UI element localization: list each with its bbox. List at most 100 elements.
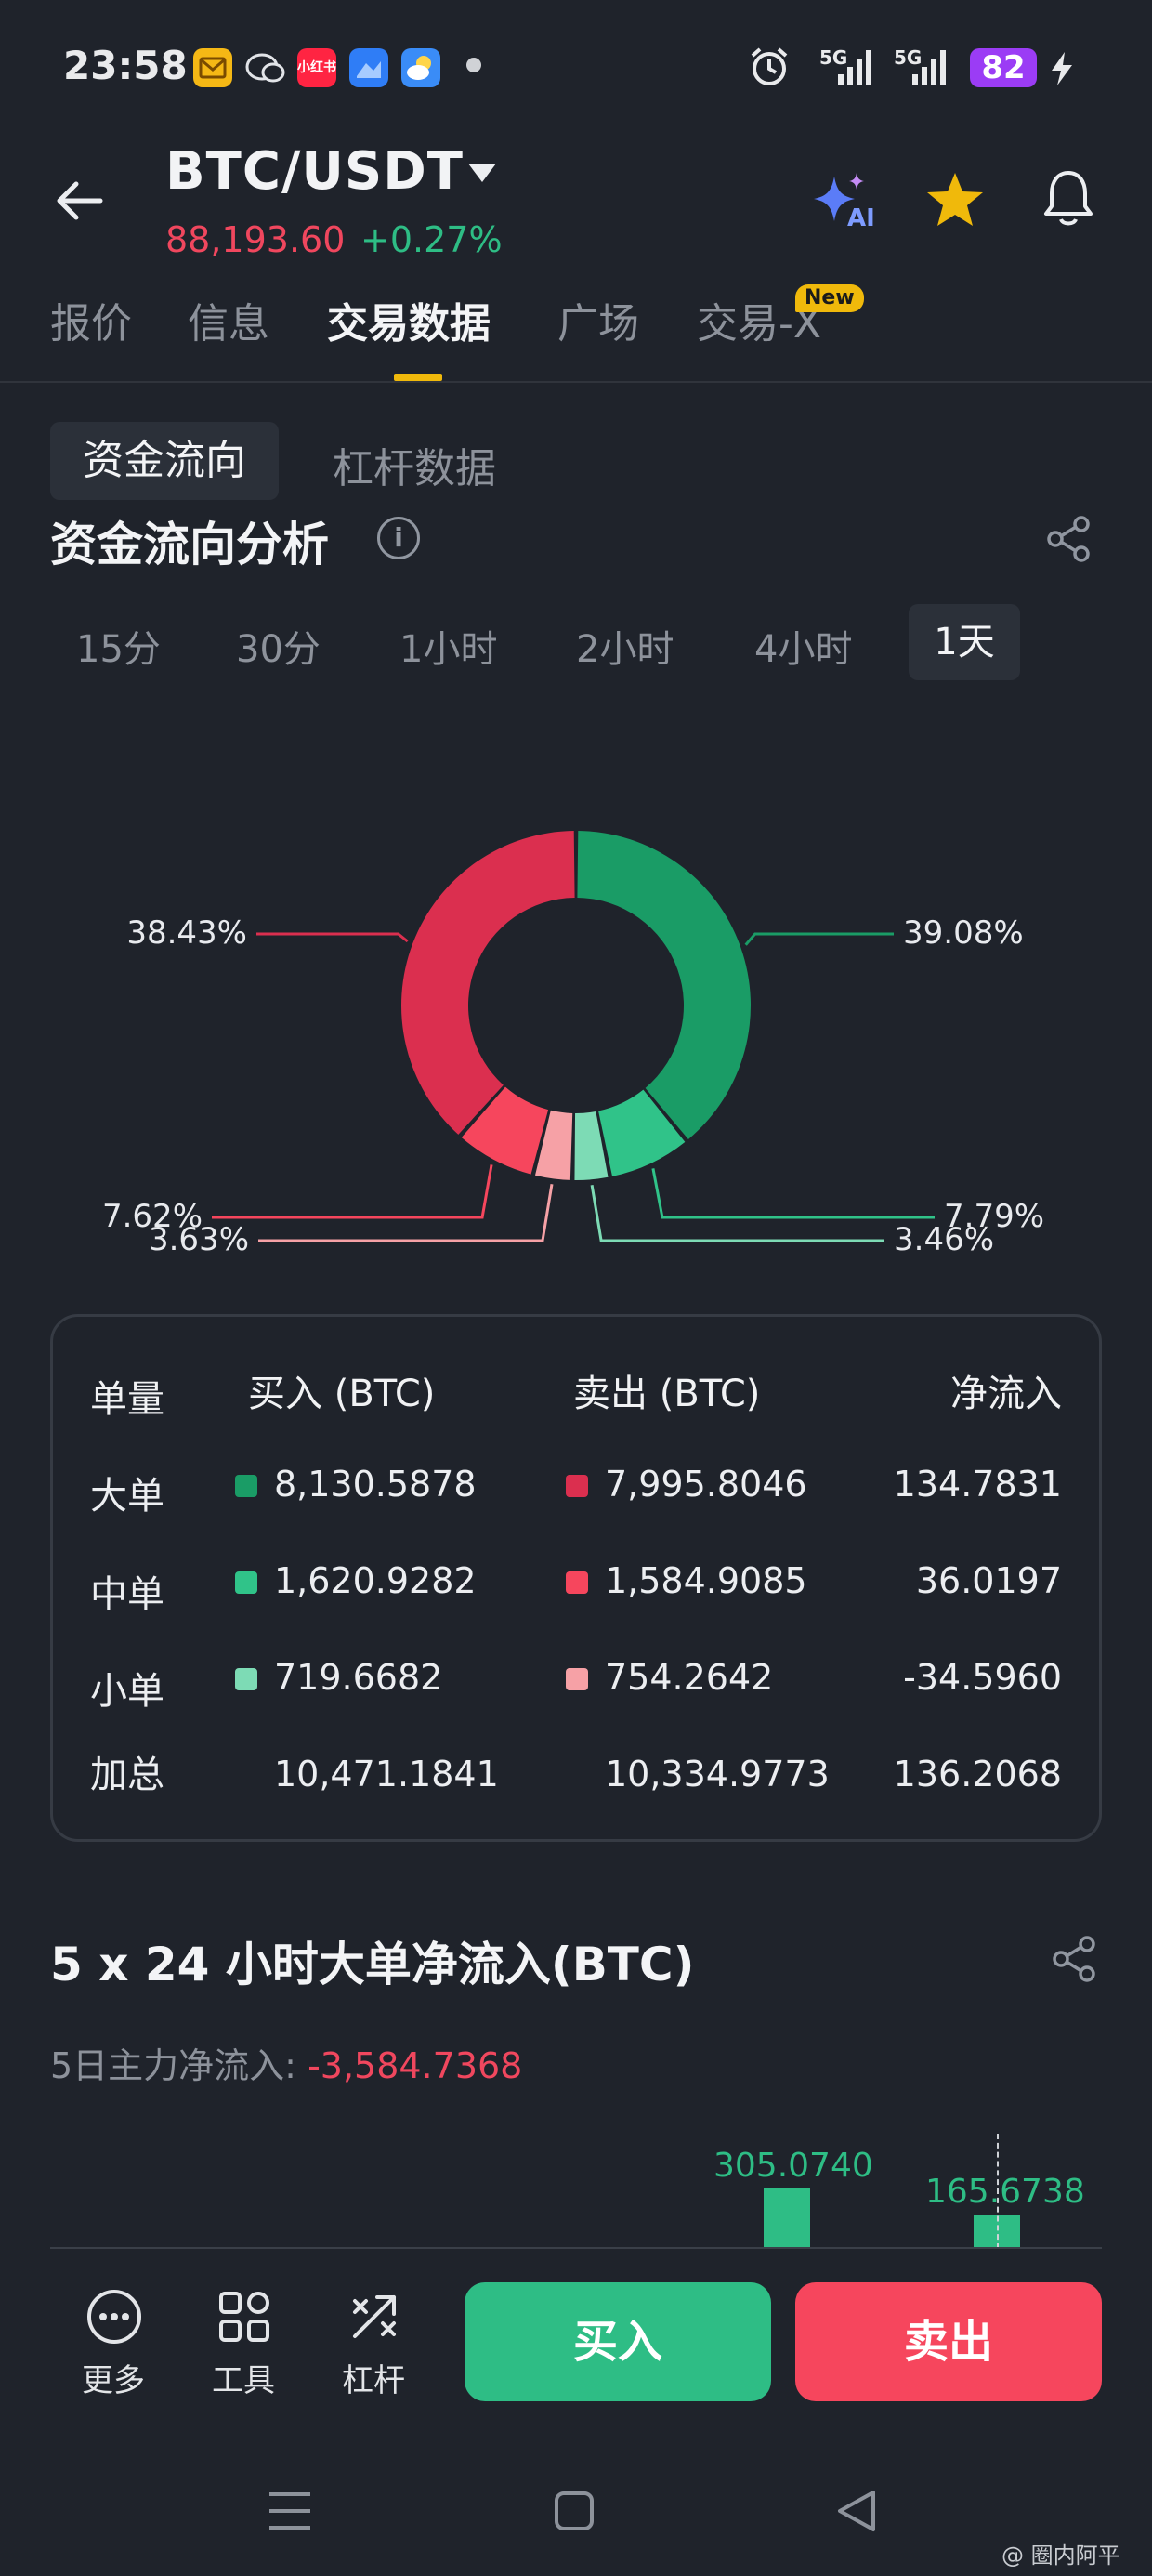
range-4h[interactable]: 4小时 [754,628,853,671]
signal-icon-1 [818,48,873,85]
net-value-large: 134.7831 [893,1464,1062,1505]
sell-value-large: 7,995.8046 [605,1464,807,1505]
chat-app-icon [243,48,286,87]
donut-leader-5 [256,932,409,943]
tab-square[interactable]: 广场 [557,300,639,348]
buy-swatch-small [235,1668,257,1690]
donut-slice-1 [598,1089,686,1176]
tabs-divider [0,381,1152,383]
col-header-buy: 买入 (BTC) [248,1373,436,1415]
battery-indicator: 82 [970,48,1037,87]
sell-button[interactable]: 卖出 [795,2282,1102,2401]
buy-value-medium: 1,620.9282 [274,1560,477,1601]
sell-swatch-large [566,1475,588,1497]
row-label-medium: 中单 [90,1573,164,1616]
donut-leader-3 [258,1184,554,1242]
net-value-small: -34.5960 [903,1657,1062,1698]
five-day-netflow: 5日主力净流入: -3,584.7368 [50,2037,522,2088]
col-header-net: 净流入 [950,1373,1062,1415]
mail-app-icon [193,48,232,87]
notification-dot [466,58,481,72]
sell-value-total: 10,334.9773 [605,1754,830,1794]
tools-label: 工具 [212,2362,275,2399]
trading-pair-title[interactable]: BTC/USDT [165,141,464,202]
tab-trading-data[interactable]: 交易数据 [327,300,491,348]
sell-value-small: 754.2642 [605,1657,774,1698]
pair-dropdown-icon[interactable] [466,162,498,184]
network-label-2: 5G [894,46,923,69]
five-day-netflow-label: 5日主力净流入: [50,2045,308,2086]
donut-slice-5 [401,831,575,1135]
watermark: @ 圈内阿平 [1001,2543,1120,2569]
donut-label-0: 39.08% [903,914,1024,952]
buy-value-large: 8,130.5878 [274,1464,477,1505]
five-day-netflow-value: -3,584.7368 [308,2045,523,2086]
donut-label-2: 3.46% [894,1221,994,1258]
donut-leader-0 [744,932,894,946]
leverage-icon [353,2295,396,2338]
donut-slice-0 [577,831,752,1139]
subtab-capital-flow[interactable]: 资金流向 [50,422,279,500]
donut-label-5: 38.43% [126,914,247,952]
tab-quotes[interactable]: 报价 [50,300,132,348]
system-nav-bar [0,2435,1152,2576]
alarm-icon [747,45,792,89]
chart-baseline [50,2247,1102,2249]
more-label: 更多 [82,2362,145,2399]
active-tab-indicator [394,374,442,381]
ai-sparkle-icon[interactable]: AI [810,171,875,232]
back-arrow-icon[interactable] [52,177,108,225]
more-icon [87,2290,141,2344]
menu-nav-icon[interactable] [268,2491,312,2531]
network-label-1: 5G [819,46,848,69]
share-icon[interactable] [1044,515,1093,563]
subtab-leverage-data[interactable]: 杠杆数据 [333,445,496,493]
donut-label-4: 7.62% [102,1198,203,1235]
donut-leader-4 [212,1164,493,1219]
home-nav-icon[interactable] [554,2491,595,2531]
leverage-button[interactable]: 杠杆 [318,2288,429,2399]
back-nav-icon[interactable] [836,2489,877,2533]
bell-icon[interactable] [1041,167,1096,229]
more-button[interactable]: 更多 [58,2288,169,2399]
donut-slice-3 [534,1110,573,1180]
share-icon-2[interactable] [1050,1935,1098,1983]
price-change: +0.27% [360,219,503,260]
sell-value-medium: 1,584.9085 [605,1560,807,1601]
range-2h[interactable]: 2小时 [576,628,674,671]
favorite-star-icon[interactable] [925,171,985,229]
new-badge: New [795,284,864,312]
tools-button[interactable]: 工具 [188,2288,299,2399]
signal-icon-2 [892,48,948,85]
tab-info[interactable]: 信息 [188,300,269,348]
bar-label-1: 305.0740 [713,2147,873,2185]
capital-flow-table: 单量 买入 (BTC) 卖出 (BTC) 净流入 大单 8,130.5878 7… [50,1314,1102,1842]
bar-label-2: 165.6738 [925,2173,1085,2211]
capital-flow-donut-chart: 39.08% 7.79%3.46% 3.63%7.62% 38.43% [102,831,1044,1258]
info-icon[interactable]: i [377,517,420,559]
buy-value-small: 719.6682 [274,1657,443,1698]
range-1d[interactable]: 1天 [909,604,1020,680]
buy-value-total: 10,471.1841 [274,1754,499,1794]
row-label-large: 大单 [90,1475,164,1518]
col-header-size: 单量 [90,1378,164,1421]
sell-swatch-medium [566,1571,588,1594]
range-1h[interactable]: 1小时 [399,628,498,671]
buy-button[interactable]: 买入 [465,2282,771,2401]
donut-leader-1 [651,1168,935,1219]
donut-label-3: 3.63% [149,1221,249,1258]
donut-leader-2 [590,1184,884,1242]
tools-grid-icon [219,2292,269,2342]
range-30m[interactable]: 30分 [236,628,321,671]
donut-slice-4 [461,1086,549,1175]
donut-slice-2 [574,1111,609,1180]
weather-app-icon [401,48,440,87]
files-app-icon [349,48,388,87]
xiaohongshu-app-icon: 小红书 [297,48,336,87]
net-value-medium: 36.0197 [915,1560,1062,1601]
capital-flow-title: 资金流向分析 [50,518,329,572]
range-15m[interactable]: 15分 [76,628,161,671]
net-value-total: 136.2068 [893,1754,1062,1794]
ai-label: AI [847,204,875,232]
crosshair-line [997,2134,999,2249]
